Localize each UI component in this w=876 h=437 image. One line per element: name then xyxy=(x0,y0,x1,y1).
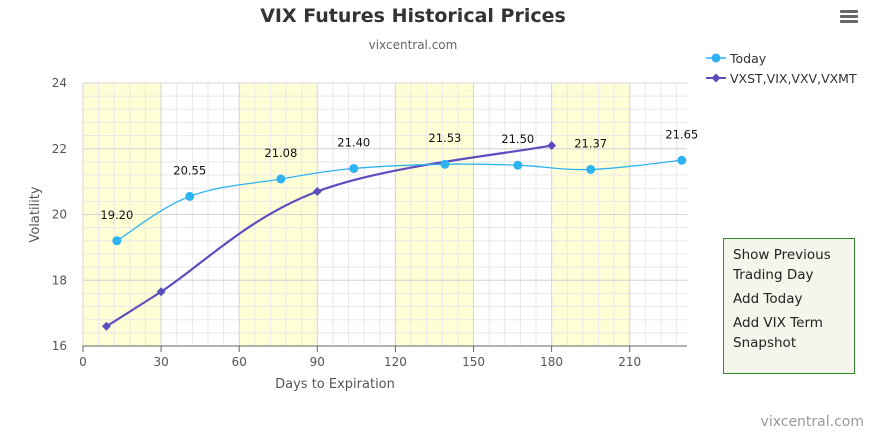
x-axis-label: Days to Expiration xyxy=(275,377,395,392)
data-label: 21.37 xyxy=(574,136,607,150)
y-tick-label: 16 xyxy=(52,339,67,353)
data-label: 21.40 xyxy=(337,135,370,149)
hamburger-menu-icon[interactable] xyxy=(838,8,860,28)
y-tick-label: 20 xyxy=(52,208,67,222)
legend-vxst-label: VXST,VIX,VXV,VXMT xyxy=(730,70,857,86)
x-tick-label: 30 xyxy=(153,355,168,369)
x-tick-label: 60 xyxy=(232,355,247,369)
data-label: 20.55 xyxy=(173,163,206,177)
data-label: 21.08 xyxy=(264,146,297,160)
series-vxst-point xyxy=(101,321,111,331)
show-previous-trading-day-item[interactable]: Show Previous Trading Day xyxy=(733,247,831,283)
legend-vxst-marker xyxy=(706,73,726,83)
series-today-point xyxy=(276,174,286,184)
data-label: 21.53 xyxy=(428,131,461,145)
legend-item-today[interactable]: Today xyxy=(706,48,857,68)
x-tick-label: 210 xyxy=(618,355,641,369)
series-today-point xyxy=(349,163,359,173)
series-today-point xyxy=(677,155,687,165)
series-vxst-point xyxy=(547,140,557,150)
series-vxst-line xyxy=(105,144,552,328)
legend-today-label: Today xyxy=(730,50,767,66)
chart-title: VIX Futures Historical Prices xyxy=(260,5,566,27)
chart-subtitle: vixcentral.com xyxy=(368,38,458,52)
credit-text[interactable]: vixcentral.com xyxy=(760,414,864,430)
data-label: 19.20 xyxy=(100,208,133,222)
legend-item-vxst[interactable]: VXST,VIX,VXV,VXMT xyxy=(706,68,857,88)
y-tick-label: 22 xyxy=(52,142,67,156)
legend-today-marker xyxy=(706,53,726,63)
series-today-point xyxy=(440,159,450,169)
chart-legend: Today VXST,VIX,VXV,VXMT xyxy=(706,48,857,88)
y-tick-label: 24 xyxy=(52,76,67,90)
data-label: 21.65 xyxy=(665,127,698,141)
series-today-line xyxy=(116,159,682,242)
x-tick-label: 0 xyxy=(79,355,87,369)
series-today-point xyxy=(185,191,195,201)
data-label: 21.50 xyxy=(501,132,534,146)
x-tick-label: 90 xyxy=(310,355,325,369)
y-tick-label: 18 xyxy=(52,273,67,287)
series-vxst-point xyxy=(156,287,166,297)
x-tick-label: 120 xyxy=(384,355,407,369)
x-tick-label: 150 xyxy=(462,355,485,369)
add-vix-term-snapshot-item[interactable]: Add VIX Term Snapshot xyxy=(733,315,823,351)
series-vxst-point xyxy=(312,186,322,196)
series-today-point xyxy=(513,160,523,170)
add-today-item[interactable]: Add Today xyxy=(733,291,803,307)
series-today-point xyxy=(112,236,122,246)
y-axis-label: Volatility xyxy=(28,186,43,242)
series-today-point xyxy=(586,164,596,174)
options-menu: Show Previous Trading Day Add Today Add … xyxy=(723,238,855,374)
major-grid xyxy=(82,82,687,347)
x-tick-label: 180 xyxy=(540,355,563,369)
